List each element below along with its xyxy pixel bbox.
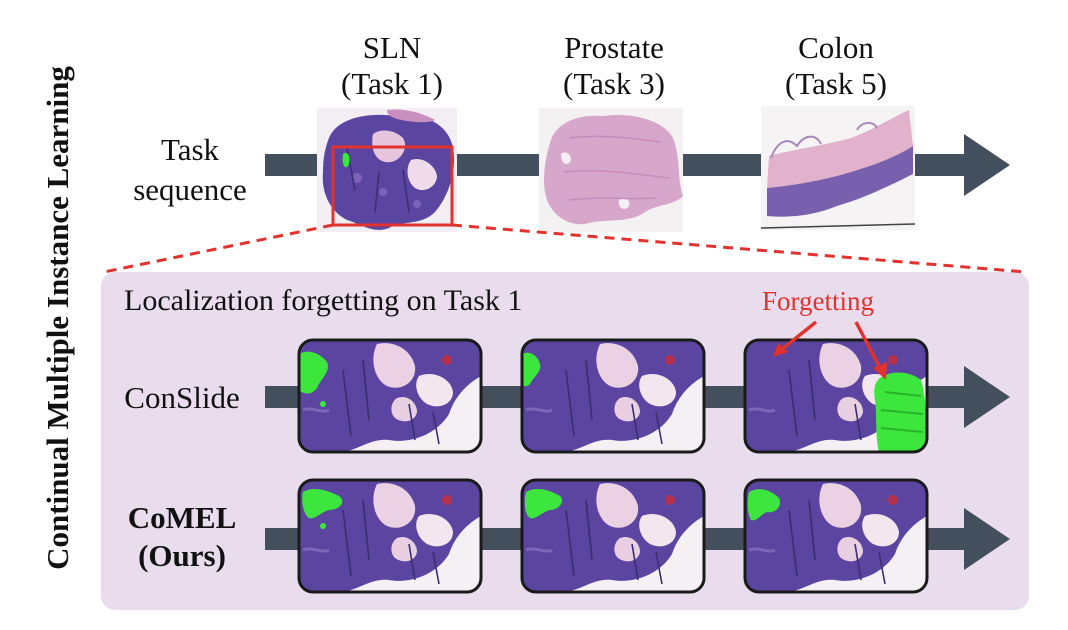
row-label-text: ConSlide [124, 380, 240, 415]
zoom-guide-left [103, 223, 334, 274]
zoom-guide-right [451, 223, 1027, 274]
task-name: Colon [798, 30, 874, 65]
forgetting-arrow-right [854, 321, 882, 369]
colon-slide-image [760, 106, 916, 230]
task-index: (Task 3) [563, 66, 665, 101]
conslide-tile-2 [520, 338, 706, 454]
sequence-arrow-segment [265, 154, 317, 176]
row-label-text: CoMEL [127, 500, 237, 535]
task-label-sln: SLN (Task 1) [292, 30, 492, 102]
row-label-subtext: (Ours) [138, 538, 226, 573]
comel-tile-1 [297, 478, 483, 594]
task-sequence-label: Task sequence [105, 130, 275, 210]
sequence-arrow-segment [683, 154, 761, 176]
row-label-comel: CoMEL (Ours) [97, 499, 267, 575]
panel-title: Localization forgetting on Task 1 [124, 284, 523, 317]
prostate-slide-image [539, 108, 683, 232]
task-label-prostate: Prostate (Task 3) [514, 30, 714, 102]
comel-arrow-head [964, 508, 1010, 570]
conslide-tile-1 [297, 338, 483, 454]
sln-slide-image [316, 107, 458, 233]
task-sequence-line1: Task [160, 132, 220, 167]
forgetting-arrowhead-right [873, 362, 887, 380]
row-label-conslide: ConSlide [97, 379, 267, 417]
task-label-colon: Colon (Task 5) [736, 30, 936, 102]
comel-tile-2 [520, 478, 706, 594]
task-name: SLN [362, 30, 422, 65]
sequence-arrow-head [964, 134, 1010, 196]
conslide-arrow-head [964, 366, 1010, 428]
task-sequence-line2: sequence [133, 172, 247, 207]
forgetting-annotation: Forgetting [762, 286, 875, 316]
sequence-arrow-segment [457, 154, 539, 176]
task-index: (Task 1) [341, 66, 443, 101]
task-name: Prostate [564, 30, 664, 65]
conslide-tile-3 [743, 338, 929, 454]
comel-tile-3 [743, 478, 929, 594]
forgetting-arrowhead-left [773, 343, 788, 357]
zoom-region-box [331, 145, 454, 227]
task-index: (Task 5) [785, 66, 887, 101]
sequence-arrow-segment [914, 154, 966, 176]
forgetting-arrow-left [779, 320, 818, 352]
